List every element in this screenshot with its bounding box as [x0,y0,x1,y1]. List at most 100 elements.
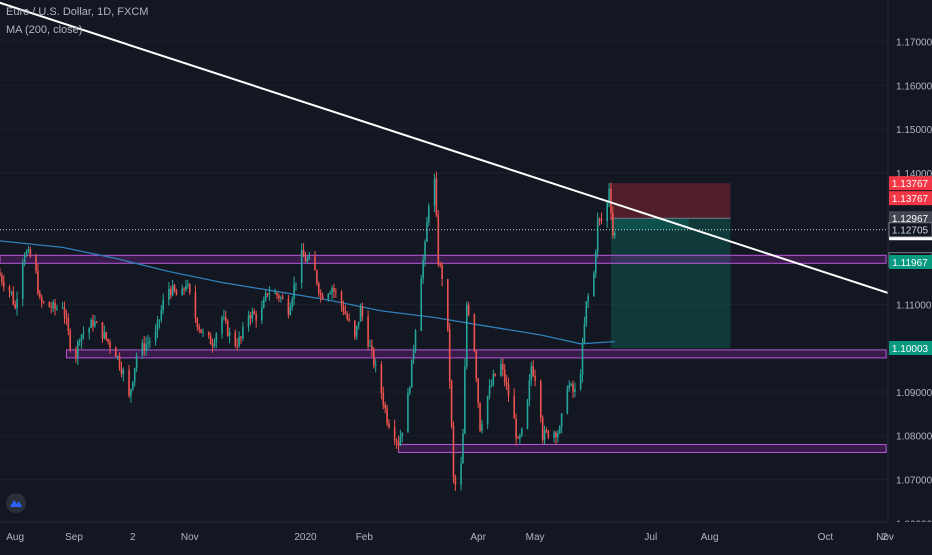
candle-body[interactable] [188,284,191,293]
price-badge[interactable]: 1.12705 [888,222,932,238]
candle-body[interactable] [572,383,574,392]
candle-body[interactable] [304,256,307,262]
candle-body[interactable] [94,322,96,327]
candle-body[interactable] [101,322,104,339]
candle-body[interactable] [475,351,478,379]
candle-body[interactable] [145,343,147,351]
candle-body[interactable] [448,329,451,382]
candle-body[interactable] [107,338,109,342]
candle-body[interactable] [249,315,252,319]
candle-body[interactable] [29,249,32,257]
candle-body[interactable] [90,319,92,329]
candle-body[interactable] [109,341,111,348]
candle-body[interactable] [335,290,337,293]
candle-body[interactable] [280,297,282,299]
price-badge[interactable]: 1.11967 [889,255,932,270]
candle-body[interactable] [610,188,612,213]
candle-body[interactable] [424,241,426,260]
candle-body[interactable] [477,378,479,403]
candle-body[interactable] [118,356,121,368]
candle-body[interactable] [492,373,495,385]
candle-body[interactable] [234,332,237,346]
candle-body[interactable] [606,202,608,222]
candle-body[interactable] [369,345,371,347]
candle-body[interactable] [382,392,385,405]
candle-body[interactable] [261,307,263,321]
candle-body[interactable] [65,317,68,319]
candle-body[interactable] [340,292,343,306]
price-badge[interactable]: 1.13767 [889,191,932,206]
candle-body[interactable] [574,388,576,392]
candle-body[interactable] [54,302,56,309]
candle-body[interactable] [76,341,79,358]
candle-body[interactable] [187,284,189,286]
candle-body[interactable] [545,429,548,431]
candle-body[interactable] [114,347,117,357]
candle-body[interactable] [598,218,601,220]
candle-body[interactable] [327,294,330,300]
candle-body[interactable] [534,376,536,382]
candle-body[interactable] [82,333,85,335]
candle-body[interactable] [25,251,28,256]
candle-body[interactable] [133,368,136,382]
candle-body[interactable] [221,317,223,334]
candle-body[interactable] [473,314,476,352]
candle-body[interactable] [316,270,318,284]
candle-body[interactable] [517,437,519,439]
candle-body[interactable] [228,332,231,336]
candle-body[interactable] [355,326,358,337]
take-profit-zone[interactable] [610,218,731,349]
candle-body[interactable] [342,305,345,312]
candle-body[interactable] [215,333,218,343]
candle-body[interactable] [75,349,77,358]
candle-body[interactable] [95,322,98,324]
candle-body[interactable] [460,463,462,485]
candle-body[interactable] [422,259,424,279]
candle-body[interactable] [412,349,415,360]
candle-body[interactable] [558,426,561,434]
candle-body[interactable] [367,316,369,347]
candle-body[interactable] [541,417,544,441]
candle-body[interactable] [488,386,491,397]
candle-body[interactable] [479,402,481,431]
candle-body[interactable] [594,251,597,273]
candle-body[interactable] [532,366,534,377]
candle-body[interactable] [420,278,423,331]
candle-body[interactable] [116,356,119,358]
candle-body[interactable] [40,297,43,302]
candle-body[interactable] [612,212,614,236]
price-badge[interactable]: 1.10003 [889,341,932,356]
candle-body[interactable] [39,293,41,298]
candle-body[interactable] [80,334,83,342]
candle-body[interactable] [158,319,161,321]
candle-body[interactable] [143,343,146,351]
candle-body[interactable] [570,383,572,386]
candle-body[interactable] [357,321,360,327]
candle-body[interactable] [435,178,438,216]
candle-body[interactable] [198,326,201,330]
candle-body[interactable] [173,285,176,292]
candle-body[interactable] [37,271,39,294]
candle-body[interactable] [490,384,493,387]
candle-body[interactable] [16,298,18,308]
candle-body[interactable] [88,328,90,334]
candle-body[interactable] [494,373,497,376]
candle-body[interactable] [555,432,557,438]
candle-body[interactable] [321,295,324,300]
candle-body[interactable] [372,349,375,366]
candle-body[interactable] [14,304,16,308]
candle-body[interactable] [560,413,563,427]
candle-body[interactable] [395,440,398,442]
candle-body[interactable] [128,370,130,396]
candle-body[interactable] [374,364,377,366]
candle-body[interactable] [162,299,164,311]
candle-body[interactable] [454,477,457,485]
candle-body[interactable] [78,341,81,343]
candle-body[interactable] [528,380,531,400]
candle-body[interactable] [587,295,590,302]
candle-body[interactable] [331,287,333,294]
time-axis-background[interactable] [0,522,932,550]
candle-body[interactable] [226,320,229,336]
candle-body[interactable] [462,433,464,464]
